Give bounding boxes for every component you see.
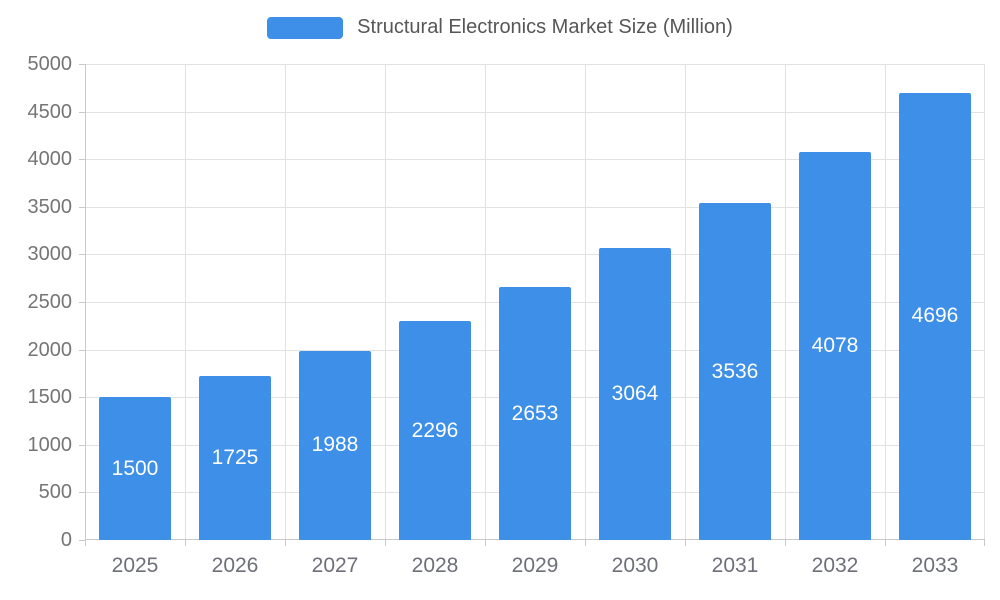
x-tick [585, 540, 586, 546]
gridline-vertical [285, 64, 286, 540]
bar-value-label: 1988 [311, 433, 359, 457]
gridline-vertical [585, 64, 586, 540]
y-axis-label: 1500 [27, 386, 73, 409]
x-axis-label: 2031 [711, 554, 759, 577]
y-axis: 0 500 1000 1500 2000 2500 3000 3500 4000 4500 5000 [0, 53, 73, 551]
x-tick [885, 540, 886, 546]
plot-area: 1500 1725 1988 2296 2653 3064 3536 4078 4696 [79, 64, 985, 546]
bar-value-label: 2653 [511, 401, 559, 425]
x-axis-label: 2026 [211, 554, 259, 577]
x-tick [485, 540, 486, 546]
x-axis-label: 2027 [311, 554, 359, 577]
y-tick [79, 492, 85, 494]
gridline-vertical [984, 64, 985, 540]
bar-2029[interactable]: 2653 [499, 287, 571, 540]
bar-2028[interactable]: 2296 [399, 321, 471, 540]
gridline-vertical [685, 64, 686, 540]
x-axis-label: 2033 [911, 554, 959, 577]
y-axis-label: 1000 [27, 433, 73, 456]
bar-value-label: 2296 [411, 418, 459, 442]
bar-2032[interactable]: 4078 [799, 151, 871, 540]
bar-value-label: 4078 [811, 333, 859, 357]
x-axis-label: 2030 [611, 554, 659, 577]
y-tick [79, 444, 85, 446]
y-axis-label: 4500 [27, 100, 73, 123]
gridline-horizontal [85, 64, 985, 65]
legend-item[interactable]: Structural Electronics Market Size (Mill… [0, 16, 1000, 39]
y-axis-line [85, 64, 86, 540]
bar-value-label: 3064 [611, 382, 659, 406]
legend-swatch [267, 16, 344, 39]
x-tick [285, 540, 286, 546]
x-tick [685, 540, 686, 546]
y-tick [79, 540, 85, 541]
x-tick [185, 540, 186, 546]
y-tick [79, 397, 85, 399]
y-axis-label: 2000 [27, 338, 73, 361]
bar-2030[interactable]: 3064 [599, 248, 671, 540]
gridline-horizontal [85, 254, 985, 256]
x-tick [85, 540, 86, 546]
gridline-horizontal [85, 159, 985, 161]
x-axis: 2025 2026 2027 2028 2029 2030 2031 2032 2033 [85, 554, 985, 584]
gridline-vertical [485, 64, 486, 540]
bar-2031[interactable]: 3536 [699, 203, 771, 540]
y-axis-label: 2500 [27, 291, 73, 313]
y-tick [79, 159, 85, 161]
y-tick [79, 111, 85, 113]
y-axis-label: 5000 [27, 53, 73, 75]
bar-2026[interactable]: 1725 [199, 375, 271, 540]
gridline-horizontal [85, 111, 985, 113]
gridline-vertical [385, 64, 386, 540]
x-axis-label: 2032 [811, 554, 859, 577]
x-tick [385, 540, 386, 546]
gridline-horizontal [85, 206, 985, 208]
y-axis-label: 500 [38, 481, 72, 504]
y-axis-label: 4000 [27, 148, 73, 171]
bar-2025[interactable]: 1500 [99, 397, 171, 540]
bar-value-label: 1725 [211, 445, 259, 469]
gridline-vertical [185, 64, 186, 540]
y-tick [79, 349, 85, 351]
gridline-vertical [885, 64, 886, 540]
y-tick [79, 254, 85, 256]
y-axis-label: 3500 [27, 195, 73, 218]
bar-value-label: 1500 [111, 456, 159, 480]
bar-2033[interactable]: 4696 [899, 92, 971, 540]
y-tick [79, 64, 85, 65]
x-tick [984, 540, 985, 546]
x-tick [785, 540, 786, 546]
y-tick [79, 206, 85, 208]
bar-2027[interactable]: 1988 [299, 350, 371, 540]
bar-value-label: 3536 [711, 359, 759, 383]
x-axis-label: 2025 [111, 554, 159, 577]
legend-label: Structural Electronics Market Size (Mill… [357, 16, 733, 38]
gridline-vertical [785, 64, 786, 540]
y-axis-label: 3000 [27, 243, 73, 266]
bar-value-label: 4696 [911, 304, 959, 328]
x-axis-label: 2028 [411, 554, 459, 577]
y-axis-label: 0 [60, 529, 72, 551]
y-tick [79, 302, 85, 303]
x-axis-label: 2029 [511, 554, 559, 577]
